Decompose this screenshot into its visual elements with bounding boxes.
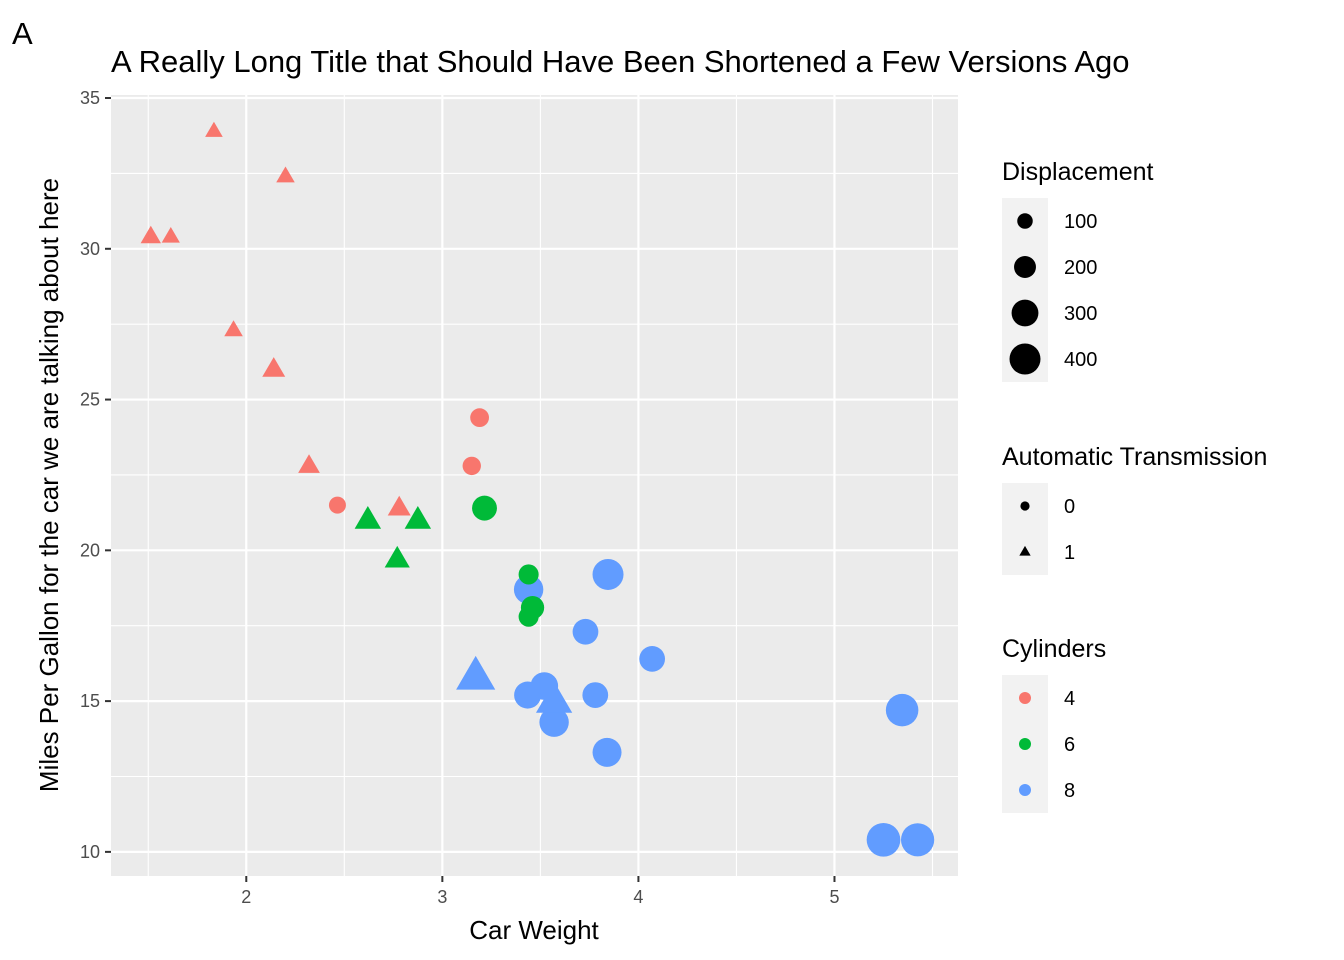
legend-label: 1 [1064,542,1075,564]
data-point-triangle [140,225,161,244]
data-point-triangle [276,166,295,183]
data-point-circle [572,618,599,645]
data-point-circle [472,495,497,521]
x-tick-label: 4 [633,887,643,907]
data-point-triangle [535,681,573,713]
x-tick-label: 3 [437,887,447,907]
legend-label: 100 [1064,211,1097,233]
legend-shape-triangle [1019,545,1031,556]
chart-title: A Really Long Title that Should Have Bee… [111,44,1130,79]
data-point-circle [514,681,542,709]
data-point-circle [328,496,346,514]
legend-color-circle [1019,692,1031,704]
y-tick-label: 30 [80,239,100,259]
legend-color-circle [1019,784,1031,796]
data-point-triangle [205,121,223,137]
legends: Displacement 100 200 300 400 Automatic Transm… [1002,158,1267,813]
gridlines [111,95,958,876]
panel-tag: A [12,16,33,51]
legend-label: 4 [1064,688,1075,710]
data-point-triangle [456,655,496,690]
legend-label: 0 [1064,496,1075,518]
legend-label: 200 [1064,257,1097,279]
data-points [140,121,935,857]
legend-label: 400 [1064,349,1097,371]
y-tick-label: 20 [80,540,100,560]
legend-shape-circle [1020,501,1030,511]
data-point-circle [518,564,539,585]
axes: 2 3 4 5 10 15 20 25 30 35 [80,88,840,907]
data-point-circle [592,737,622,767]
data-point-triangle [384,545,410,568]
data-point-circle [539,707,569,737]
data-point-circle [582,682,609,708]
legend-title: Cylinders [1002,635,1106,663]
legend-label: 300 [1064,303,1097,325]
legend-size-circle [1017,213,1033,229]
data-point-circle [900,823,935,857]
legend-label: 8 [1064,780,1075,802]
legend-color-circle [1019,738,1031,750]
data-point-circle [592,558,624,590]
legend-label: 6 [1064,734,1075,756]
plot-panel [111,95,958,876]
y-tick-label: 15 [80,691,100,711]
x-tick-label: 5 [829,887,839,907]
data-point-circle [518,606,539,627]
data-point-triangle [224,320,243,337]
data-point-triangle [161,226,180,243]
y-axis-title: Miles Per Gallon for the car we are talk… [34,178,64,792]
data-point-triangle [262,357,286,377]
data-point-circle [462,456,481,476]
data-point-circle [639,646,666,672]
data-point-circle [866,822,901,857]
data-point-triangle [404,505,432,529]
x-tick-label: 2 [241,887,251,907]
y-tick-label: 35 [80,88,100,108]
legend-size-circle [1014,256,1036,278]
legend-title: Automatic Transmission [1002,443,1267,471]
data-point-circle [885,693,919,727]
y-tick-label: 25 [80,390,100,410]
legend-title: Displacement [1002,158,1154,186]
data-point-triangle [354,505,382,529]
legend-size-circle [1011,299,1039,327]
x-axis-title: Car Weight [469,915,599,945]
y-tick-label: 10 [80,842,100,862]
legend-size-circle [1009,343,1041,375]
data-point-triangle [387,495,411,516]
data-point-circle [470,408,489,428]
data-point-triangle [298,454,320,473]
